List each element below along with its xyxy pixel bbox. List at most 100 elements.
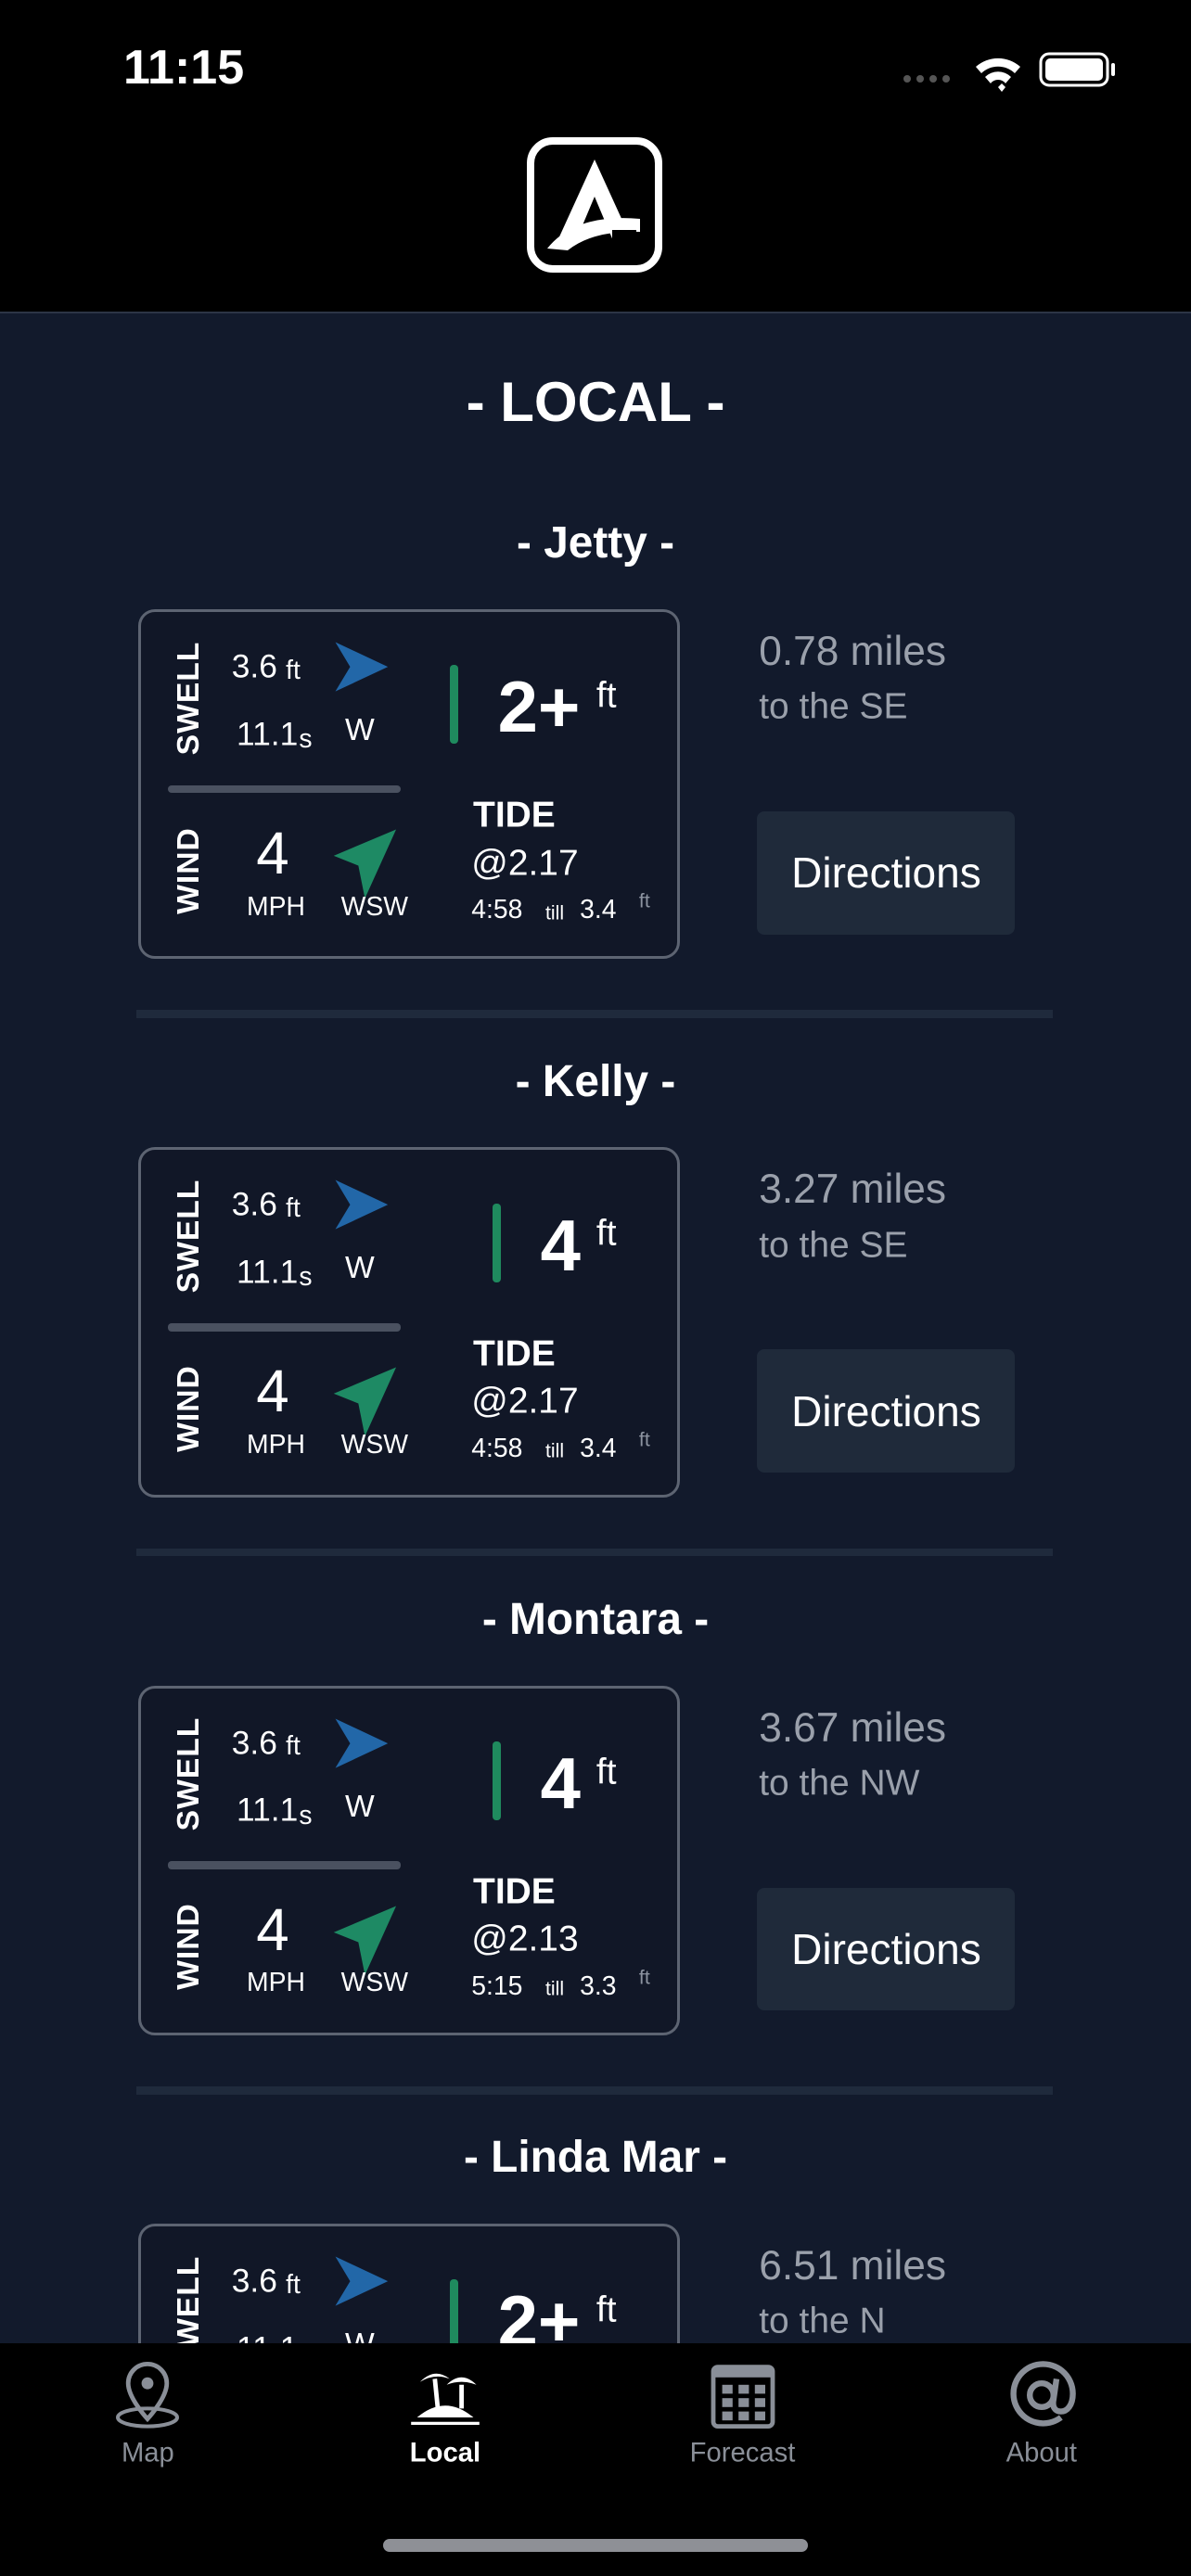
swell-height: 3.6 xyxy=(231,1724,277,1762)
swell-period-unit: s xyxy=(299,1800,313,1830)
swell-height: 3.6 xyxy=(231,1185,277,1223)
card-label: SWELL xyxy=(171,1717,206,1831)
tab[interactable]: Map xyxy=(92,2343,203,2529)
swell-height: 3.6 xyxy=(231,2262,277,2300)
tide-till: till xyxy=(544,1977,565,2000)
tab-label: Map xyxy=(121,2438,174,2468)
header-graphics xyxy=(527,52,1115,273)
tide-label: TIDE xyxy=(473,1333,556,1374)
card-label: WIND xyxy=(171,1903,206,1991)
spot-bearing: to the SE xyxy=(759,1225,908,1266)
swell-height-unit: ft xyxy=(286,1731,301,1762)
spot-bearing: to the NW xyxy=(759,1763,920,1804)
surf-unit: ft xyxy=(596,2289,617,2330)
status-icons xyxy=(903,52,1115,92)
surf-bar xyxy=(493,1741,502,1820)
card-divider xyxy=(167,784,402,794)
wind-arrow xyxy=(332,1364,398,1443)
wind-direction: WSW xyxy=(340,891,408,922)
wind-arrow xyxy=(332,826,398,905)
tide-till: till xyxy=(544,1439,565,1462)
swell-height-unit: ft xyxy=(286,2269,301,2300)
tide-height: @2.13 xyxy=(471,1919,579,1959)
tide-unit: ft xyxy=(638,1966,650,1989)
header: 11:15 xyxy=(0,0,1191,313)
tide-next: 3.4 xyxy=(580,1433,617,1463)
tab[interactable]: Local xyxy=(390,2343,501,2529)
wind-arrow xyxy=(332,1903,398,1982)
card-divider xyxy=(167,1861,402,1870)
tab-icon xyxy=(110,2358,185,2436)
tab-icon xyxy=(408,2358,482,2436)
wind-speed: 4 xyxy=(256,820,289,887)
swell-arrow xyxy=(332,1177,391,1236)
swell-direction: W xyxy=(344,1790,375,1825)
spot-separator xyxy=(135,1548,1054,1557)
directions-button[interactable]: Directions xyxy=(757,1887,1016,2011)
spot-card xyxy=(137,609,681,960)
card-label: SWELL xyxy=(171,1179,206,1294)
swell-height-unit: ft xyxy=(286,655,301,685)
spot-distance: 3.67 miles xyxy=(759,1704,946,1751)
status-time: 11:15 xyxy=(123,41,245,95)
tide-next: 3.4 xyxy=(580,894,617,925)
spot-card xyxy=(137,1685,681,2035)
tide-till: till xyxy=(544,901,565,925)
tide-time: 4:58 xyxy=(471,894,523,925)
tab-icon xyxy=(1005,2358,1079,2436)
tab-bar: Map Local Forecast About xyxy=(0,2343,1191,2576)
swell-height: 3.6 xyxy=(231,647,277,685)
swell-direction: W xyxy=(344,1251,375,1286)
swell-period: 11.1 xyxy=(237,1253,299,1291)
tab-label: Forecast xyxy=(689,2438,796,2468)
surf-height: 2+ xyxy=(497,666,581,748)
directions-button[interactable]: Directions xyxy=(757,1349,1016,1473)
tide-unit: ft xyxy=(638,889,650,912)
card-label: SWELL xyxy=(171,641,206,756)
tide-time: 4:58 xyxy=(471,1433,523,1463)
swell-period: 11.1 xyxy=(237,1791,299,1829)
surf-bar xyxy=(450,665,459,745)
swell-direction: W xyxy=(344,713,375,748)
surf-unit: ft xyxy=(596,1213,617,1254)
tide-height: @2.17 xyxy=(471,843,579,884)
surf-unit: ft xyxy=(596,1752,617,1792)
tab[interactable]: About xyxy=(986,2343,1097,2529)
wind-unit: MPH xyxy=(247,1968,306,1998)
tab-label: About xyxy=(1005,2438,1078,2468)
tide-height: @2.17 xyxy=(471,1381,579,1422)
swell-arrow xyxy=(332,639,391,698)
spot-name: - Kelly - xyxy=(515,1056,676,1106)
wind-unit: MPH xyxy=(247,891,306,922)
tide-unit: ft xyxy=(638,1428,650,1451)
spot-bearing: to the SE xyxy=(759,686,908,727)
spot-name: - Montara - xyxy=(481,1595,710,1645)
card-label: WIND xyxy=(171,826,206,914)
section-title: - LOCAL - xyxy=(466,371,725,433)
card-label: WIND xyxy=(171,1365,206,1452)
spot-bearing: to the N xyxy=(759,2301,886,2341)
surf-unit: ft xyxy=(596,675,617,716)
surf-bar xyxy=(450,2279,459,2359)
swell-arrow xyxy=(332,1715,391,1775)
tide-next: 3.3 xyxy=(580,1970,617,2001)
tab[interactable]: Forecast xyxy=(687,2343,799,2529)
spot-name: - Jetty - xyxy=(517,518,674,568)
swell-period: 11.1 xyxy=(237,714,299,752)
tab-label: Local xyxy=(409,2438,481,2468)
spot-separator xyxy=(135,1010,1054,1019)
wind-speed: 4 xyxy=(256,1358,289,1425)
spot-card xyxy=(137,1147,681,1498)
spot-separator xyxy=(135,2085,1054,2095)
wind-direction: WSW xyxy=(340,1968,408,1998)
wind-speed: 4 xyxy=(256,1895,289,1963)
surf-height: 4 xyxy=(540,1742,581,1825)
swell-arrow xyxy=(332,2253,391,2313)
card-divider xyxy=(167,1322,402,1332)
tab-icon xyxy=(706,2358,780,2436)
swell-height-unit: ft xyxy=(286,1192,301,1223)
directions-button[interactable]: Directions xyxy=(757,810,1016,935)
home-indicator xyxy=(383,2539,808,2552)
app-logo xyxy=(527,137,662,273)
surf-height: 4 xyxy=(540,1204,581,1286)
